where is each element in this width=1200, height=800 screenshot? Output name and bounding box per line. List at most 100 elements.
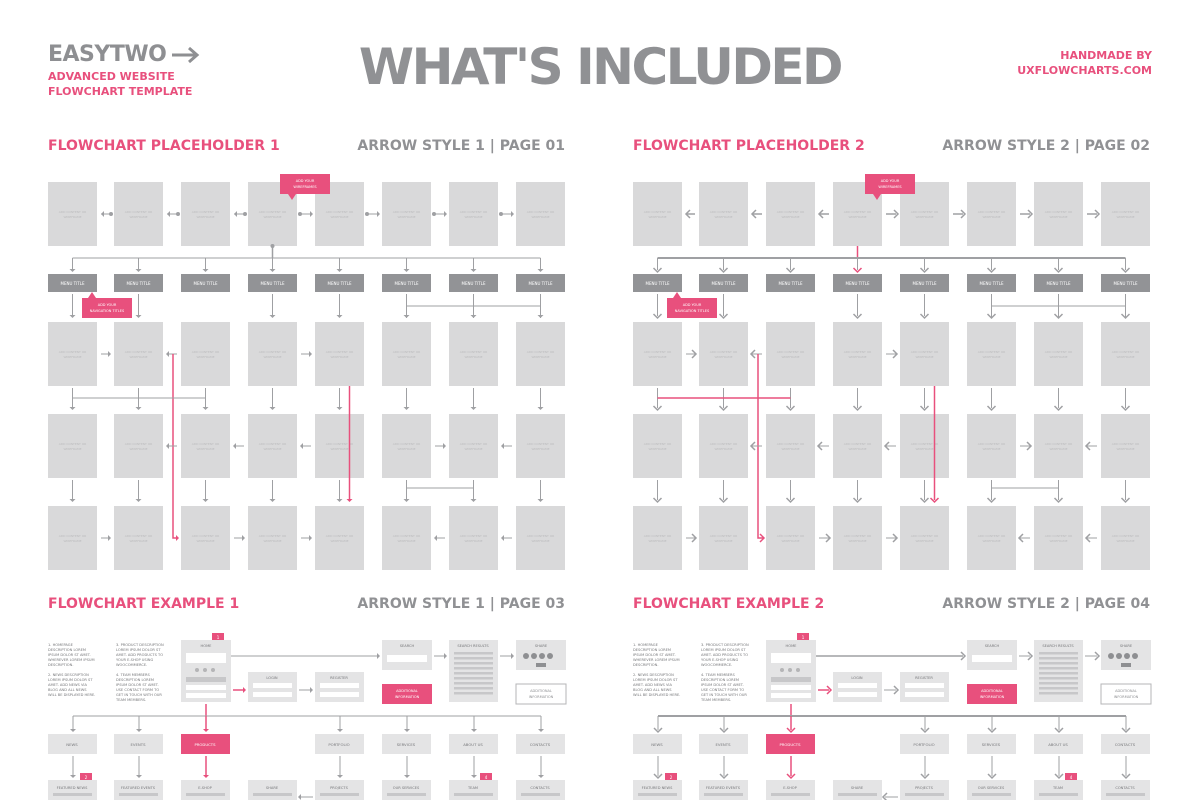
sub-box <box>633 780 682 800</box>
placeholder-box-text: WIREFRAME <box>982 355 1000 359</box>
page-label: HOME <box>786 644 798 648</box>
arrow-head <box>718 405 729 412</box>
sub-line <box>320 793 359 796</box>
arrow-head <box>785 497 796 504</box>
placeholder-box-text: WIREFRAME <box>714 215 732 219</box>
sub-box <box>114 780 163 800</box>
placeholder-box-text: WIREFRAME <box>714 355 732 359</box>
wireframe-block <box>771 685 811 690</box>
placeholder-box-text: ADD CONTENT OR <box>844 534 872 538</box>
nav-box <box>449 734 498 754</box>
note-text: WOOCOMMERCE. <box>116 663 147 667</box>
nav-box <box>766 734 815 754</box>
note-text: BLOG AND ALL NEWS <box>48 688 87 692</box>
menu-title-label: MENU TITLE <box>462 281 486 286</box>
menu-title-label: MENU TITLE <box>529 281 553 286</box>
wireframe-block <box>771 693 811 698</box>
placeholder-box-text: ADD CONTENT OR <box>978 442 1006 446</box>
note-text: DESCRIPTION. <box>48 663 73 667</box>
arrow-head <box>538 729 544 732</box>
placeholder-box-text: WIREFRAME <box>196 215 214 219</box>
wireframe-block <box>320 683 359 688</box>
placeholder-box-text: WIREFRAME <box>129 447 147 451</box>
placeholder-box <box>449 322 498 386</box>
arrow-head <box>929 497 940 504</box>
placeholder-box-text: ADD CONTENT OR <box>844 350 872 354</box>
arrow-head <box>653 727 663 734</box>
sub-label: OUR SERVICES <box>393 786 420 790</box>
placeholder-box-text: WIREFRAME <box>263 355 281 359</box>
arrow-head <box>269 269 276 272</box>
wireframe-dot <box>788 668 792 672</box>
additional-info-text: INFORMATION <box>395 695 420 699</box>
placeholder-box-text: ADD CONTENT OR <box>259 210 287 214</box>
arrow-head <box>336 407 343 410</box>
placeholder-box-text: WIREFRAME <box>1116 539 1134 543</box>
arrow-head <box>166 443 169 449</box>
placeholder-box-text: WIREFRAME <box>63 355 81 359</box>
arrow-head <box>919 405 930 412</box>
wireframe-block <box>905 683 944 688</box>
sub-box <box>382 780 431 800</box>
sub-line <box>119 793 158 796</box>
nav-label: CONTACTS <box>1115 742 1136 747</box>
note-text: AMET. ADD NEWS VIA <box>48 683 87 687</box>
sub-label: TEAM <box>467 786 478 790</box>
placeholder-box-text: WIREFRAME <box>781 215 799 219</box>
placeholder-box <box>48 322 97 386</box>
placeholder-box-text: ADD CONTENT OR <box>259 442 287 446</box>
sub-line <box>972 793 1011 796</box>
sub-box <box>449 780 498 800</box>
arrow-head <box>1027 651 1034 661</box>
arrow-head <box>471 775 477 778</box>
arrow-head <box>242 535 245 541</box>
placeholder-box-text: WIREFRAME <box>129 539 147 543</box>
placeholder-box-text: WIREFRAME <box>63 215 81 219</box>
arrow-head <box>750 209 757 219</box>
arrow-head <box>470 499 477 502</box>
placeholder-box <box>114 182 163 246</box>
nav-box <box>633 734 682 754</box>
placeholder-box-text: ADD CONTENT OR <box>59 534 87 538</box>
placeholder-box <box>633 322 682 386</box>
menu-title-label: MENU TITLE <box>61 281 85 286</box>
arrow-head <box>135 499 142 502</box>
arrow-head <box>377 653 380 659</box>
callout-pointer <box>873 194 881 200</box>
connector-dot <box>365 212 369 216</box>
menu-title-box <box>516 274 565 292</box>
nav-label: SERVICES <box>397 742 416 747</box>
arrow-head <box>987 727 997 734</box>
nav-box <box>48 734 97 754</box>
placeholder-box-text: WIREFRAME <box>464 447 482 451</box>
arrow-head <box>434 535 437 541</box>
nav-box <box>382 734 431 754</box>
note-text: LOREM IPSUM DOLOR ST <box>116 648 161 652</box>
placeholder-box-text: ADD CONTENT OR <box>527 442 555 446</box>
page-label: SEARCH <box>985 644 1000 648</box>
placeholder-box-text: ADD CONTENT OR <box>1045 442 1073 446</box>
arrow-head <box>785 405 796 412</box>
arrow-head <box>444 653 447 659</box>
note-text: WHEREVER LOREM IPSUM <box>633 658 680 662</box>
placeholder-box <box>1101 506 1150 570</box>
placeholder-box-text: ADD CONTENT OR <box>125 210 153 214</box>
placeholder-box-text: ADD CONTENT OR <box>125 534 153 538</box>
placeholder-box-text: WIREFRAME <box>1049 355 1067 359</box>
placeholder-box <box>699 414 748 478</box>
additional-info-text: ADDITIONAL <box>981 689 1003 693</box>
placeholder-box-text: ADD CONTENT OR <box>460 350 488 354</box>
arrow-head <box>501 443 504 449</box>
badge <box>665 773 677 780</box>
arrow-head <box>919 267 930 274</box>
placeholder-box-text: WIREFRAME <box>1049 215 1067 219</box>
arrow-head <box>786 773 796 780</box>
placeholder-box-text: WIREFRAME <box>1116 447 1134 451</box>
placeholder-box <box>699 182 748 246</box>
placeholder-box <box>449 506 498 570</box>
placeholder-box-text: WIREFRAME <box>982 539 1000 543</box>
sub-box <box>967 780 1016 800</box>
menu-title-label: MENU TITLE <box>127 281 151 286</box>
arrow-head <box>346 499 353 502</box>
